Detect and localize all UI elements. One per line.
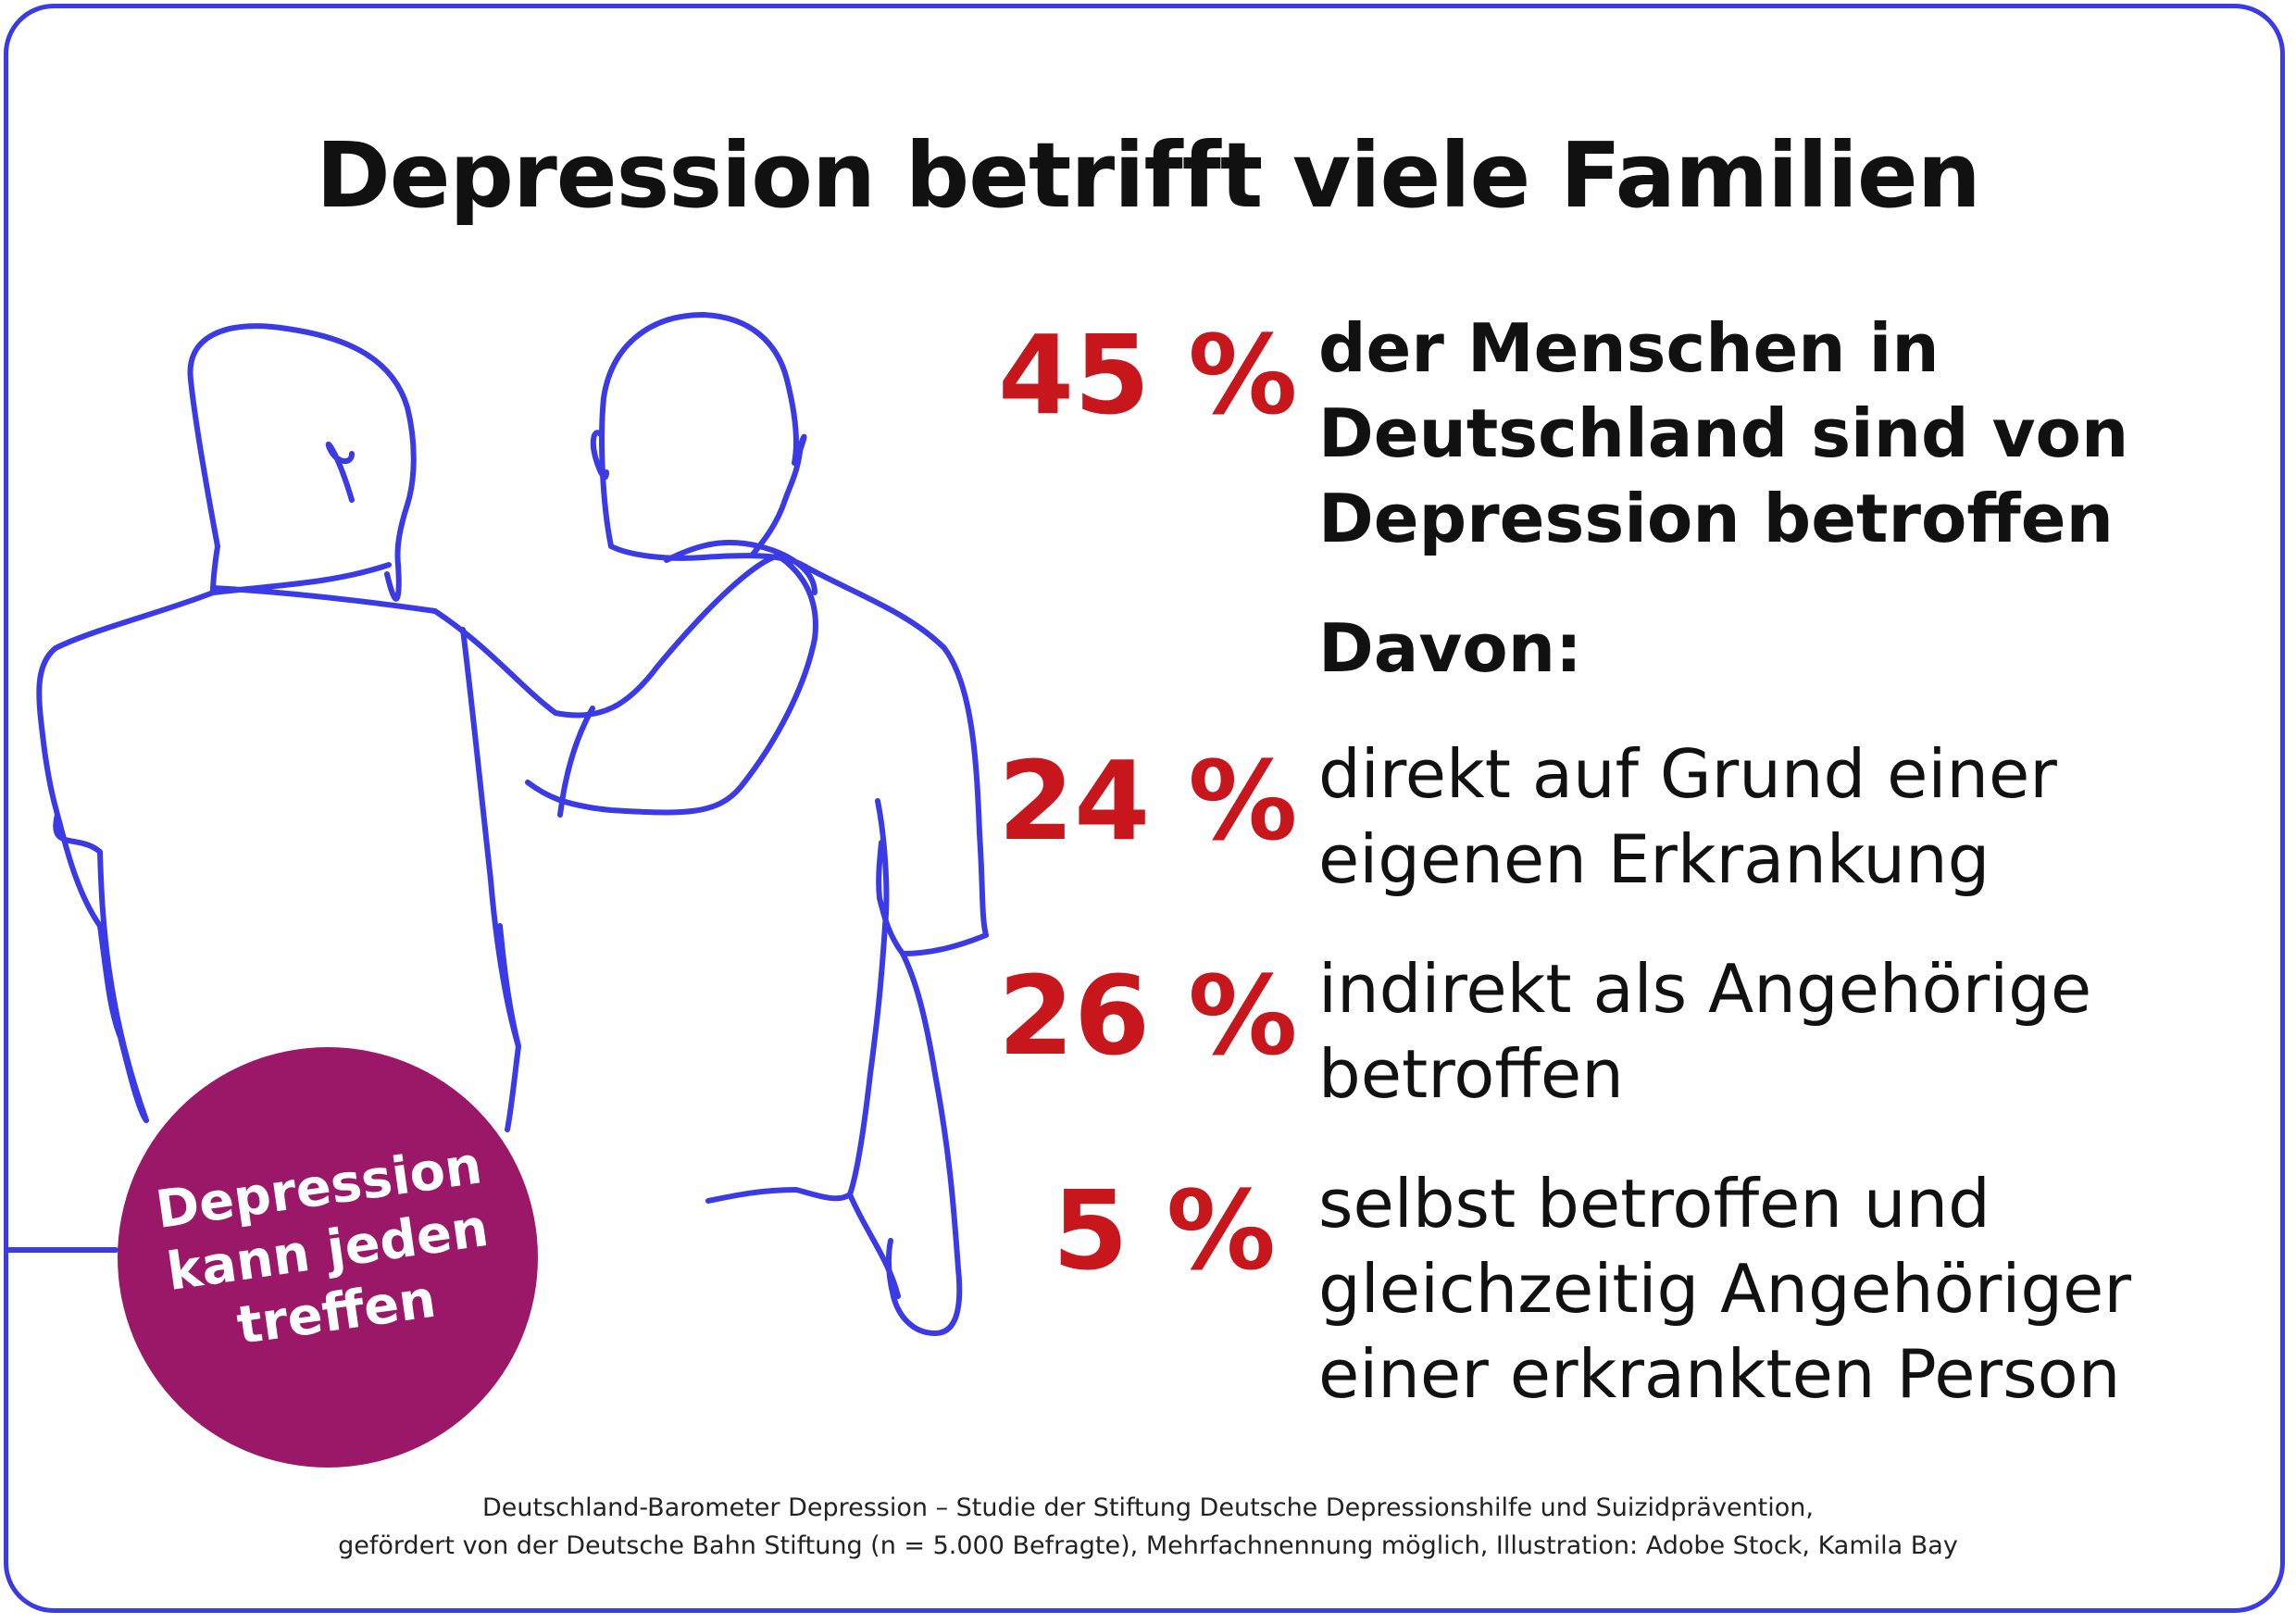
sub-stat-text-2: indirekt als Angehörige betroffen bbox=[1318, 946, 2244, 1117]
source-footer: Deutschland-Barometer Depression – Studi… bbox=[0, 1489, 2296, 1565]
sub-stat-value-1: 24 % bbox=[998, 737, 1298, 865]
sub-stat-value-2: 26 % bbox=[998, 952, 1298, 1080]
sub-stat-value-3: 5 % bbox=[1052, 1167, 1276, 1294]
sub-stat-line: direkt auf Grund einer bbox=[1318, 735, 2057, 813]
sub-stat-text-1: direkt auf Grund einer eigenen Erkrankun… bbox=[1318, 731, 2244, 902]
sub-stat-line: selbst betroffen und bbox=[1318, 1165, 1990, 1243]
two-men-embracing-icon bbox=[5, 312, 989, 1336]
davon-label: Davon: bbox=[1318, 609, 1582, 687]
main-stat-line: der Menschen in bbox=[1318, 309, 1940, 387]
sub-stat-text-3: selbst betroffen und gleichzeitig Angehö… bbox=[1318, 1161, 2244, 1417]
main-stat-value: 45 % bbox=[998, 311, 1298, 439]
footer-line-2: gefördert von der Deutsche Bahn Stiftung… bbox=[338, 1531, 1958, 1560]
main-stat-text: der Menschen in Deutschland sind von Dep… bbox=[1318, 306, 2244, 561]
footer-line-1: Deutschland-Barometer Depression – Studi… bbox=[481, 1493, 1814, 1522]
sub-stat-line: gleichzeitig Angehöriger bbox=[1318, 1250, 2131, 1328]
sub-stat-line: betroffen bbox=[1318, 1035, 1624, 1113]
badge-text: Depression kann jeden treffen bbox=[106, 1128, 549, 1373]
main-stat-line: Deutschland sind von bbox=[1318, 394, 2129, 472]
sub-stat-line: einer erkrankten Person bbox=[1318, 1335, 2121, 1413]
slogan-badge: Depression kann jeden treffen bbox=[118, 1047, 538, 1468]
sub-stat-line: eigenen Erkrankung bbox=[1318, 820, 1990, 898]
sub-stat-line: indirekt als Angehörige bbox=[1318, 950, 2092, 1028]
page-title: Depression betrifft viele Familien bbox=[316, 123, 1981, 228]
main-stat-line: Depression betroffen bbox=[1318, 480, 2114, 557]
